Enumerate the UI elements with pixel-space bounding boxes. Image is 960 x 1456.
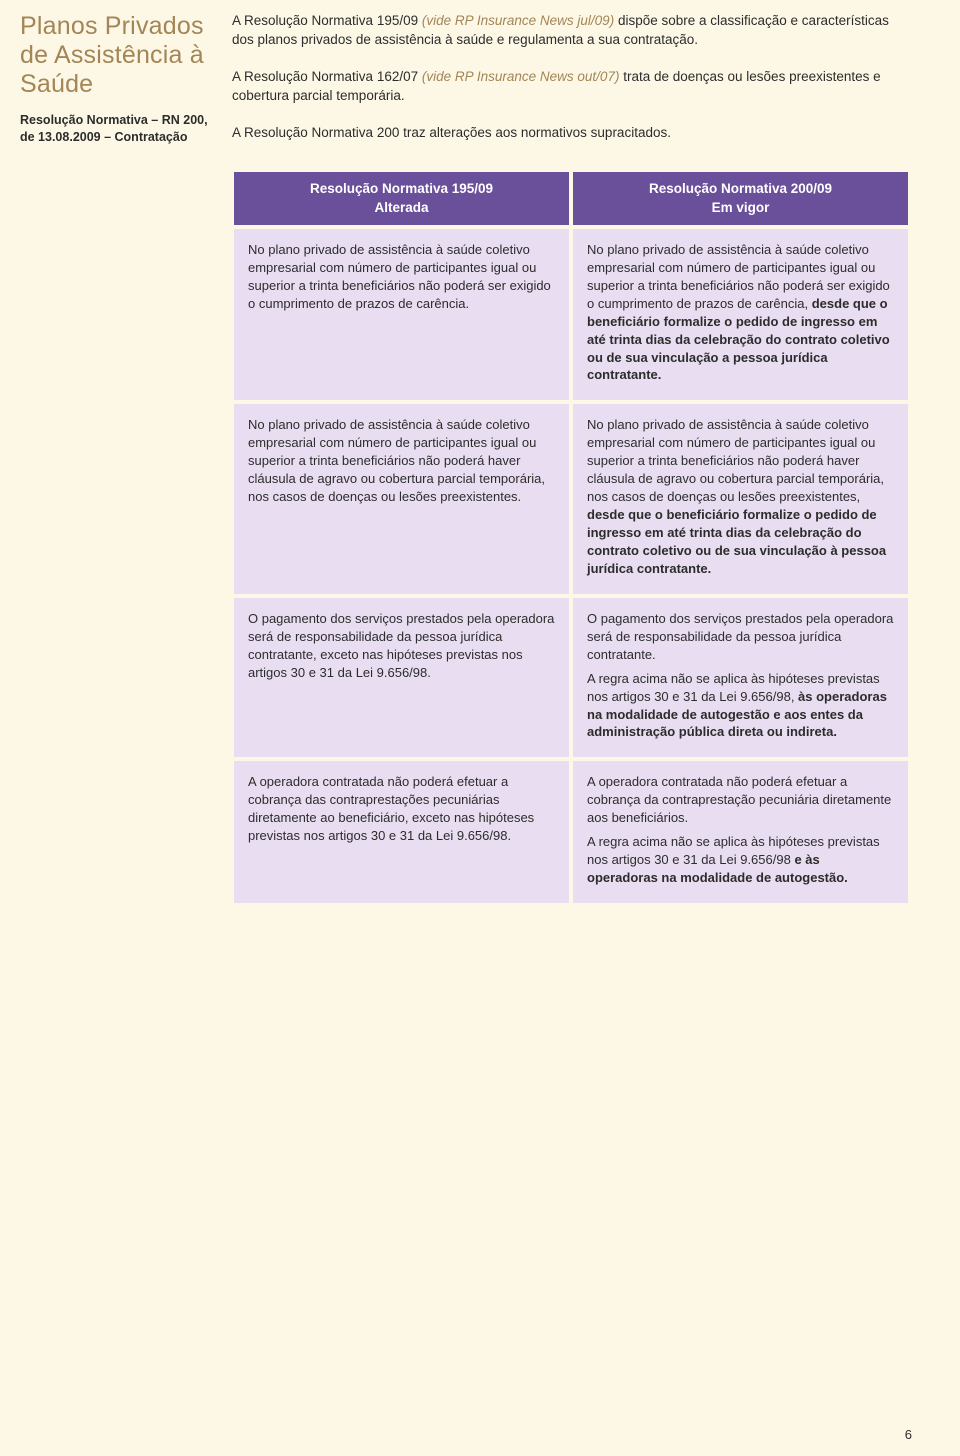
- comparison-table-wrap: Resolução Normativa 195/09 Alterada Reso…: [230, 168, 912, 907]
- table-header-right: Resolução Normativa 200/09 Em vigor: [573, 172, 908, 224]
- comparison-table: Resolução Normativa 195/09 Alterada Reso…: [230, 168, 912, 907]
- cell-right-2-bold: desde que o beneficiário formalize o ped…: [587, 507, 886, 576]
- cell-right-1-text: No plano privado de assistência à saúde …: [587, 241, 894, 385]
- cell-left-1: No plano privado de assistência à saúde …: [234, 229, 569, 401]
- intro-column: A Resolução Normativa 195/09 (vide RP In…: [226, 12, 912, 160]
- resolution-label: Resolução Normativa – RN 200, de 13.08.2…: [20, 112, 208, 146]
- header-left-line2: Alterada: [374, 200, 428, 215]
- cell-left-4: A operadora contratada não poderá efetua…: [234, 761, 569, 903]
- cell-left-3: O pagamento dos serviços prestados pela …: [234, 598, 569, 758]
- intro-p2-italic: (vide RP Insurance News out/07): [422, 69, 620, 84]
- table-row: No plano privado de assistência à saúde …: [234, 404, 908, 593]
- cell-right-4-p1: A operadora contratada não poderá efetua…: [587, 773, 894, 827]
- cell-right-4-p2: A regra acima não se aplica às hipóteses…: [587, 833, 894, 887]
- document-page: Planos Privados de Assistência à Saúde R…: [0, 0, 960, 1456]
- page-title: Planos Privados de Assistência à Saúde: [20, 12, 208, 98]
- table-header-left: Resolução Normativa 195/09 Alterada: [234, 172, 569, 224]
- intro-p1-pre: A Resolução Normativa 195/09: [232, 13, 422, 28]
- header-row: Planos Privados de Assistência à Saúde R…: [20, 12, 912, 160]
- intro-paragraph-2: A Resolução Normativa 162/07 (vide RP In…: [232, 68, 912, 106]
- table-row: No plano privado de assistência à saúde …: [234, 229, 908, 401]
- table-row: A operadora contratada não poderá efetua…: [234, 761, 908, 903]
- cell-right-2-plain: No plano privado de assistência à saúde …: [587, 417, 884, 504]
- header-right-line1: Resolução Normativa 200/09: [649, 181, 832, 196]
- header-right-line2: Em vigor: [712, 200, 770, 215]
- intro-p1-italic: (vide RP Insurance News jul/09): [422, 13, 614, 28]
- left-column: Planos Privados de Assistência à Saúde R…: [20, 12, 226, 146]
- cell-right-2-text: No plano privado de assistência à saúde …: [587, 416, 894, 577]
- intro-paragraph-1: A Resolução Normativa 195/09 (vide RP In…: [232, 12, 912, 50]
- intro-p2-pre: A Resolução Normativa 162/07: [232, 69, 422, 84]
- cell-right-3: O pagamento dos serviços prestados pela …: [573, 598, 908, 758]
- cell-right-4-p2-plain: A regra acima não se aplica às hipóteses…: [587, 834, 880, 867]
- cell-right-3-p2: A regra acima não se aplica às hipóteses…: [587, 670, 894, 742]
- page-number: 6: [905, 1427, 912, 1442]
- cell-right-2: No plano privado de assistência à saúde …: [573, 404, 908, 593]
- intro-paragraph-3: A Resolução Normativa 200 traz alteraçõe…: [232, 124, 912, 143]
- table-header-row: Resolução Normativa 195/09 Alterada Reso…: [234, 172, 908, 224]
- cell-right-1: No plano privado de assistência à saúde …: [573, 229, 908, 401]
- table-row: O pagamento dos serviços prestados pela …: [234, 598, 908, 758]
- cell-right-4: A operadora contratada não poderá efetua…: [573, 761, 908, 903]
- header-left-line1: Resolução Normativa 195/09: [310, 181, 493, 196]
- cell-left-2: No plano privado de assistência à saúde …: [234, 404, 569, 593]
- cell-right-3-p1: O pagamento dos serviços prestados pela …: [587, 610, 894, 664]
